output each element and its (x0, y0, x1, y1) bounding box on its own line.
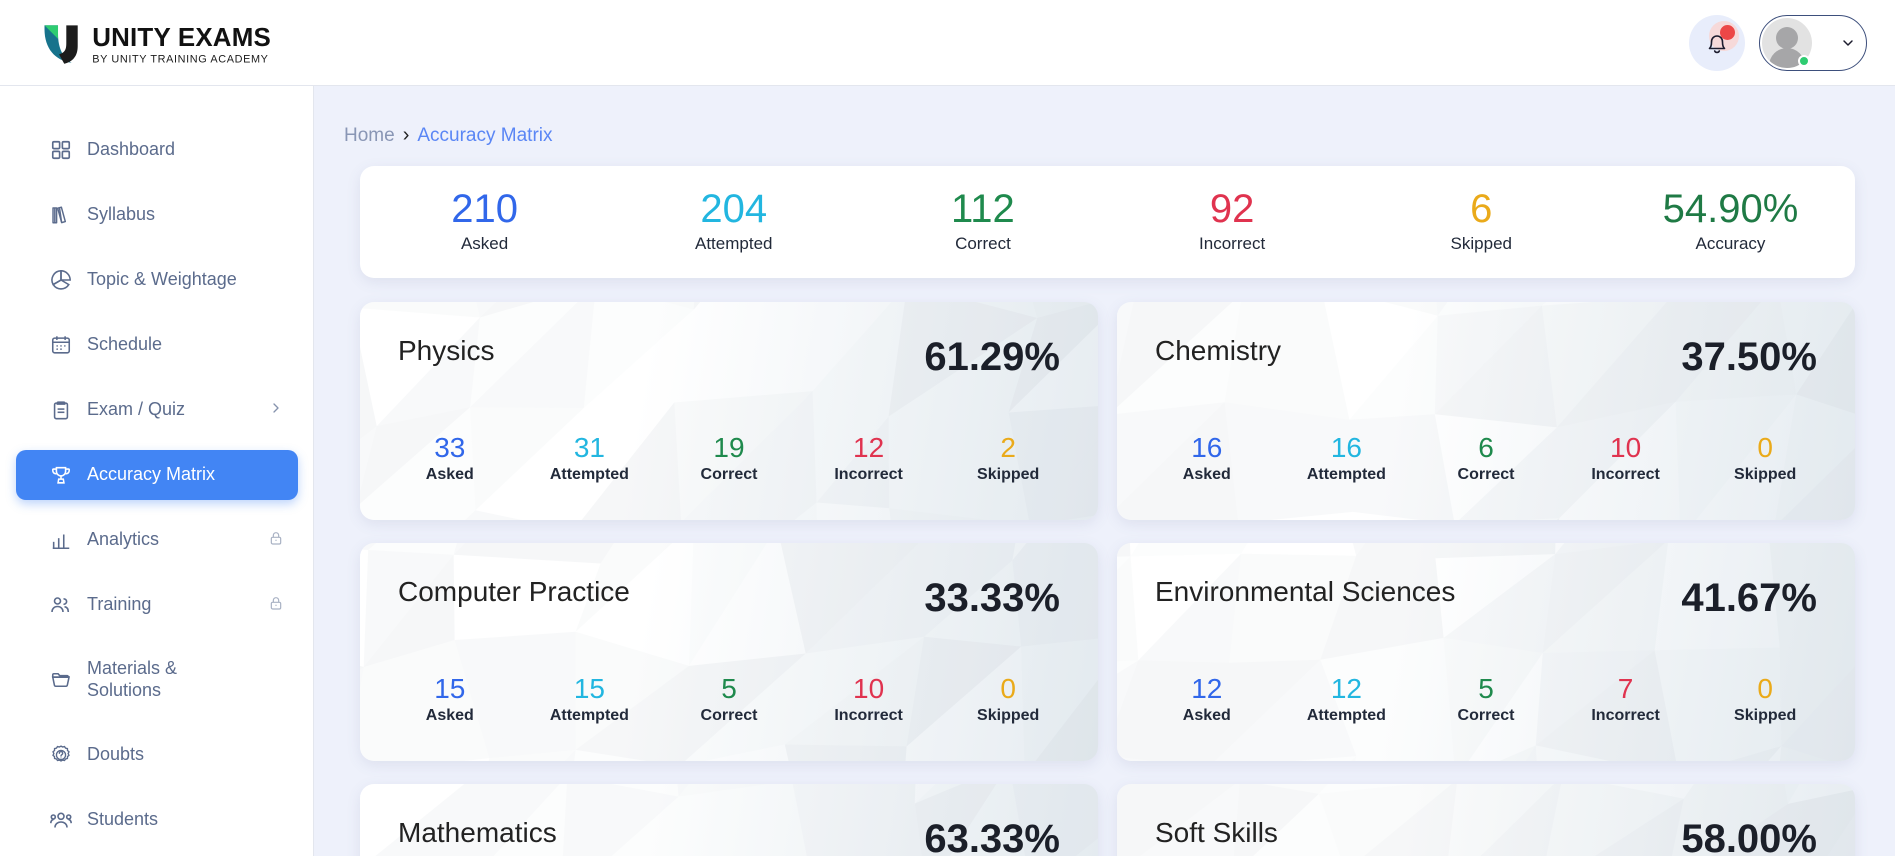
svg-text:UNITY EXAMS: UNITY EXAMS (92, 24, 271, 52)
svg-text:BY UNITY TRAINING ACADEMY: BY UNITY TRAINING ACADEMY (92, 54, 268, 66)
